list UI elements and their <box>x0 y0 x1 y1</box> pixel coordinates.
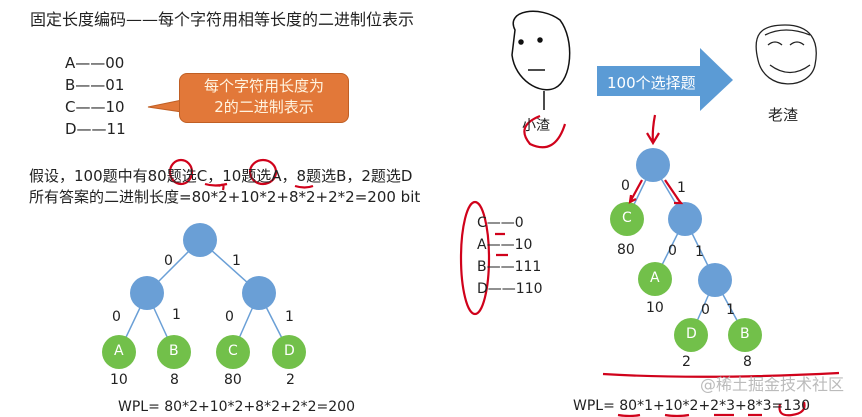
wpl-value: 80*1+10*2+2*3+8*3=130 <box>619 398 810 414</box>
var-code-b: B——111 <box>477 259 542 275</box>
var-code-a: A——10 <box>477 237 533 253</box>
leaf-weight: 80 <box>224 372 242 388</box>
right-tree-internal-node <box>698 263 732 297</box>
leaf-label: D <box>686 326 697 342</box>
edge-label: 1 <box>726 302 735 318</box>
left-tree-root <box>183 223 217 257</box>
leaf-label: B <box>740 326 750 342</box>
edge-label: 0 <box>701 302 710 318</box>
leaf-label: C <box>622 210 632 226</box>
edge-label: 1 <box>677 180 686 196</box>
left-tree-internal-node <box>242 276 276 310</box>
callout-pointer <box>147 99 183 113</box>
leaf-label: D <box>284 343 295 359</box>
edge-label: 1 <box>695 244 704 260</box>
char: A <box>477 237 487 253</box>
left-leaf-c <box>216 335 250 369</box>
leaf-weight: 80 <box>617 242 635 258</box>
leaf-label: A <box>114 343 124 359</box>
edge-label: 0 <box>112 309 121 325</box>
leaf-label: A <box>650 270 660 286</box>
face-right-label: 老渣 <box>768 106 799 124</box>
right-leaf-d <box>674 318 708 352</box>
right-leaf-b <box>728 318 762 352</box>
code: 111 <box>514 259 542 275</box>
leaf-label: B <box>169 343 179 359</box>
red-handwriting-annotations <box>168 114 840 417</box>
left-tree-internal-node <box>130 276 164 310</box>
fixed-code-d: D——11 <box>65 120 126 138</box>
troll-face-icon <box>755 24 817 85</box>
edge-label: 0 <box>621 178 630 194</box>
question-text: 假设，100题中有80题选C，10题选A，8题选B，2题选D <box>29 167 413 185</box>
arrow-label: 100个选择题 <box>607 74 696 92</box>
code: 110 <box>515 281 543 297</box>
leaf-weight: 10 <box>646 300 664 316</box>
left-leaf-d <box>272 335 306 369</box>
leaf-weight: 8 <box>743 354 752 370</box>
left-wpl: WPL= 80*2+10*2+8*2+2*2=200 <box>118 399 355 415</box>
right-tree-root <box>636 148 670 182</box>
arrow-shape <box>597 48 733 111</box>
char: C <box>477 215 487 231</box>
fixed-code-a: A——00 <box>65 54 125 72</box>
var-code-c: C——0 <box>477 215 524 231</box>
right-leaf-a <box>638 262 672 296</box>
edge-label: 1 <box>232 253 241 269</box>
edge-label: 0 <box>668 243 677 259</box>
wpl-prefix: WPL= <box>573 398 620 414</box>
char: B <box>477 259 487 275</box>
leaf-weight: 8 <box>170 372 179 388</box>
callout-bubble: 每个字符用长度为 2的二进制表示 <box>179 73 349 123</box>
right-wpl: WPL= 80*1+10*2+2*3+8*3=130 <box>573 398 810 415</box>
code: 0 <box>514 215 524 231</box>
watermark: @稀土掘金技术社区 <box>700 375 845 394</box>
left-leaf-a <box>102 335 136 369</box>
face-left-label: 小渣 <box>522 118 550 134</box>
leaf-weight: 2 <box>286 372 295 388</box>
char: D <box>477 281 488 297</box>
right-tree-internal-node <box>668 202 702 236</box>
edge-label: 1 <box>285 309 294 325</box>
var-code-d: D——110 <box>477 281 543 297</box>
callout-line-1: 每个字符用长度为 <box>203 77 324 95</box>
callout-line-2: 2的二进制表示 <box>214 98 314 116</box>
edge-label: 1 <box>172 307 181 323</box>
fixed-code-c: C——10 <box>65 98 125 116</box>
total-length-text: 所有答案的二进制长度=80*2+10*2+8*2+2*2=200 bit <box>29 188 421 206</box>
slide-title: 固定长度编码——每个字符用相等长度的二进制位表示 <box>30 10 415 29</box>
right-leaf-c <box>610 202 644 236</box>
poker-face-icon <box>511 10 571 110</box>
leaf-label: C <box>228 343 238 359</box>
edge-label: 0 <box>164 253 173 269</box>
code: 10 <box>514 237 533 253</box>
leaf-weight: 10 <box>110 372 128 388</box>
fixed-code-b: B——01 <box>65 76 125 94</box>
leaf-weight: 2 <box>682 354 691 370</box>
edge-label: 0 <box>225 309 234 325</box>
left-leaf-b <box>157 335 191 369</box>
